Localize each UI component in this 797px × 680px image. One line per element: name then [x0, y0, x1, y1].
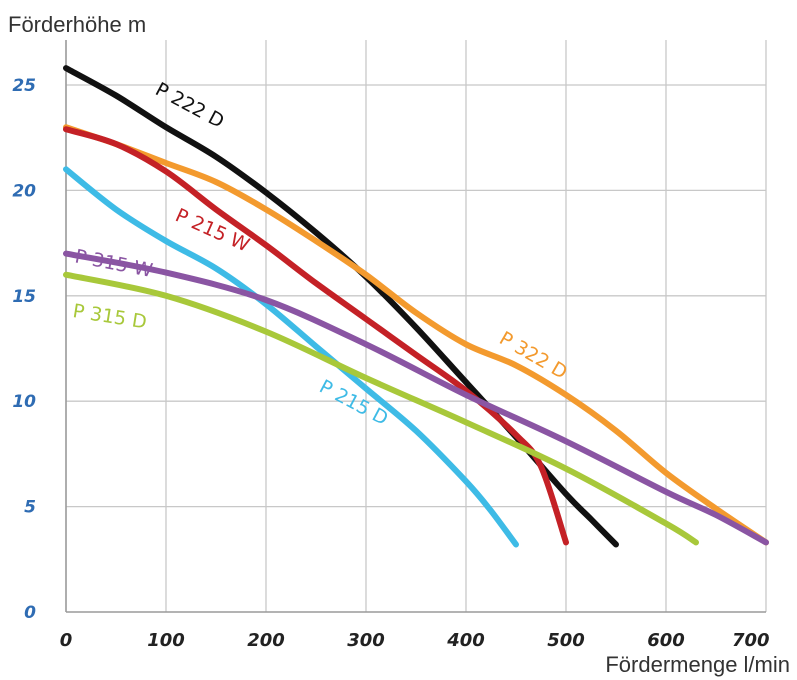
series-line-p-215-w — [63, 126, 569, 546]
series-line-p-222-d — [63, 65, 619, 548]
series-line-p-315-d — [63, 271, 699, 546]
series-line-p-322-d — [63, 124, 769, 546]
y-tick-label-1: 5 — [24, 498, 36, 518]
y-tick-label-5: 25 — [12, 76, 36, 96]
y-tick-label-4: 20 — [12, 181, 36, 201]
x-tick-label-1: 100 — [147, 630, 185, 651]
y-axis-title: Förderhöhe m — [8, 12, 146, 37]
plot-frame — [65, 40, 766, 613]
tick-labels: 0 5 10 15 20 25 0 100 200 300 400 500 600 700 — [12, 76, 769, 651]
x-axis-title: Fördermenge l/min — [605, 652, 790, 677]
x-tick-label-0: 0 — [60, 630, 73, 651]
series-line-p-315-w — [63, 250, 769, 546]
series-lines — [63, 65, 769, 548]
series-line-p-215-d — [63, 166, 519, 548]
x-tick-label-4: 400 — [446, 630, 485, 651]
x-tick-label-6: 600 — [647, 630, 685, 651]
x-tick-label-5: 500 — [547, 630, 585, 651]
series-label-p-315-d: P 315 D — [71, 300, 148, 333]
y-tick-label-2: 10 — [12, 392, 36, 412]
x-tick-label-7: 700 — [732, 630, 770, 651]
x-tick-label-2: 200 — [247, 630, 285, 651]
y-tick-label-3: 15 — [12, 287, 36, 307]
y-tick-label-0: 0 — [24, 603, 36, 623]
x-tick-label-3: 300 — [347, 630, 385, 651]
series-labels: P 222 DP 322 DP 215 WP 215 DP 315 WP 315… — [71, 78, 571, 430]
